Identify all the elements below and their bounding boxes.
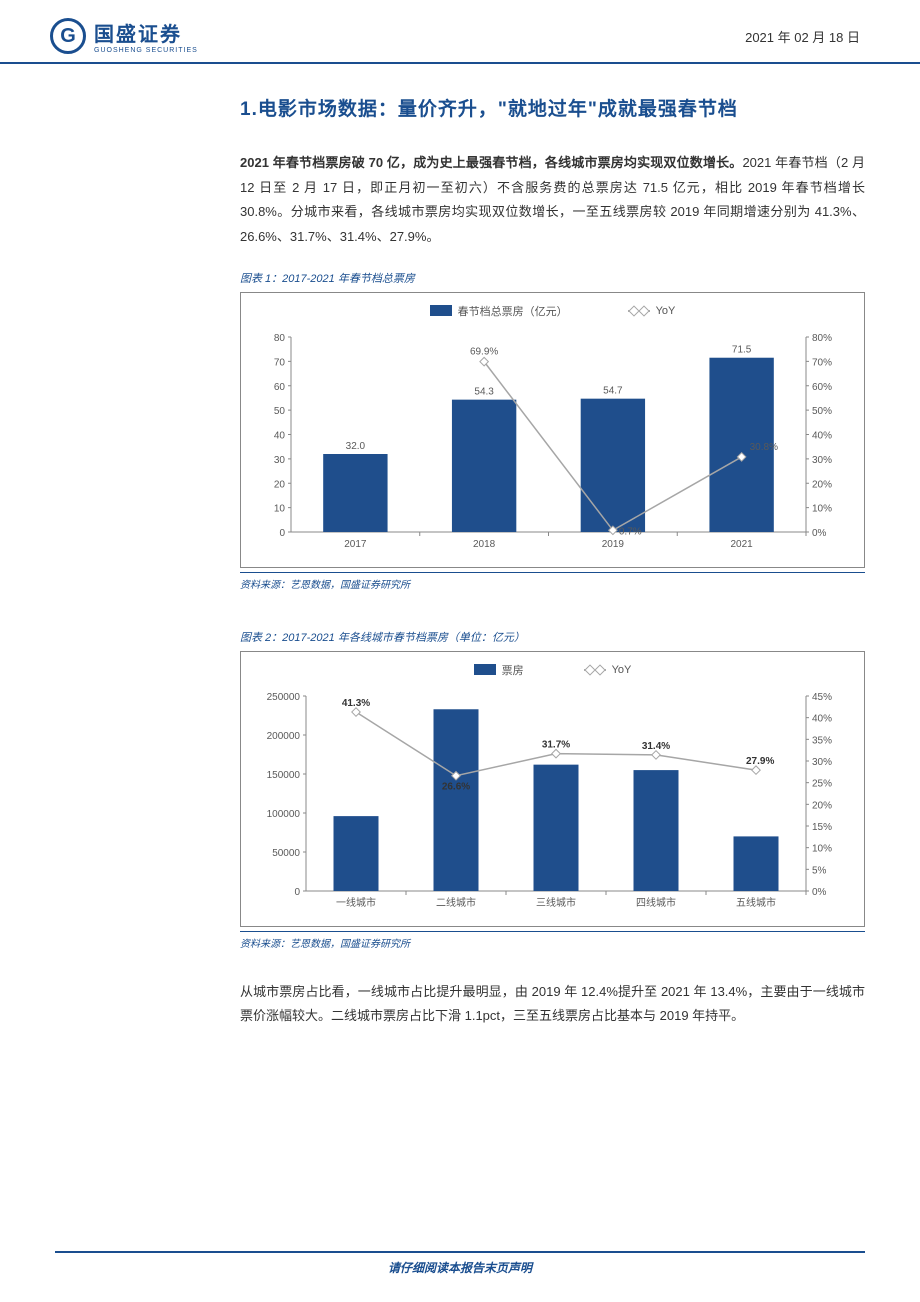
section-title: 1.电影市场数据：量价齐升，"就地过年"成就最强春节档 xyxy=(240,94,865,121)
svg-text:100000: 100000 xyxy=(267,809,301,820)
main-content: 1.电影市场数据：量价齐升，"就地过年"成就最强春节档 2021 年春节档票房破… xyxy=(0,64,920,1029)
svg-text:80%: 80% xyxy=(812,333,832,344)
company-name-en: GUOSHENG SECURITIES xyxy=(94,47,198,54)
svg-text:200000: 200000 xyxy=(267,731,301,742)
svg-text:2021: 2021 xyxy=(731,539,754,550)
svg-text:45%: 45% xyxy=(812,692,832,703)
svg-text:三线城市: 三线城市 xyxy=(536,896,576,909)
svg-text:20%: 20% xyxy=(812,800,832,811)
paragraph-2: 从城市票房占比看，一线城市占比提升最明显，由 2019 年 12.4%提升至 2… xyxy=(240,980,865,1029)
svg-text:31.4%: 31.4% xyxy=(642,741,670,752)
svg-text:32.0: 32.0 xyxy=(346,441,366,452)
svg-text:80: 80 xyxy=(274,333,286,344)
chart2-source: 资料来源：艺恩数据，国盛证券研究所 xyxy=(240,931,865,950)
paragraph-1: 2021 年春节档票房破 70 亿，成为史上最强春节档，各线城市票房均实现双位数… xyxy=(240,151,865,250)
footer-disclaimer: 请仔细阅读本报告末页声明 xyxy=(388,1261,532,1275)
svg-text:69.9%: 69.9% xyxy=(470,346,498,357)
page-footer: 请仔细阅读本报告末页声明 xyxy=(0,1245,920,1277)
svg-text:26.6%: 26.6% xyxy=(442,781,470,792)
logo-icon: G xyxy=(50,18,86,54)
svg-text:40%: 40% xyxy=(812,430,832,441)
chart1-caption: 图表 1：2017-2021 年春节档总票房 xyxy=(240,270,865,286)
svg-text:0.7%: 0.7% xyxy=(619,526,642,537)
chart1-legend-bar: 春节档总票房（亿元） xyxy=(430,303,568,319)
svg-text:41.3%: 41.3% xyxy=(342,698,370,709)
report-date: 2021 年 02 月 18 日 xyxy=(745,27,860,46)
svg-text:27.9%: 27.9% xyxy=(746,756,774,767)
svg-text:0: 0 xyxy=(279,528,285,539)
svg-text:250000: 250000 xyxy=(267,692,301,703)
chart2-legend-bar: 票房 xyxy=(474,662,524,678)
chart2-legend-line: YoY xyxy=(584,662,632,678)
svg-text:0: 0 xyxy=(294,887,300,898)
chart2-caption: 图表 2：2017-2021 年各线城市春节档票房（单位：亿元） xyxy=(240,629,865,645)
svg-text:2018: 2018 xyxy=(473,539,496,550)
svg-text:54.3: 54.3 xyxy=(474,386,494,397)
svg-text:一线城市: 一线城市 xyxy=(336,896,376,909)
svg-text:50%: 50% xyxy=(812,406,832,417)
chart2-legend: 票房 YoY xyxy=(251,662,854,678)
svg-text:四线城市: 四线城市 xyxy=(636,896,676,909)
svg-text:0%: 0% xyxy=(812,887,827,898)
svg-text:31.7%: 31.7% xyxy=(542,739,570,750)
svg-text:70: 70 xyxy=(274,357,286,368)
svg-text:20: 20 xyxy=(274,479,286,490)
chart1-svg: 0 10 20 30 40 50 60 70 80 0% 10% 20% 30% 40% 50% 60% 70%… xyxy=(251,327,851,557)
svg-text:二线城市: 二线城市 xyxy=(436,896,476,909)
svg-text:10%: 10% xyxy=(812,503,832,514)
svg-text:50000: 50000 xyxy=(272,848,300,859)
svg-text:60: 60 xyxy=(274,382,286,393)
svg-text:150000: 150000 xyxy=(267,770,301,781)
svg-text:10: 10 xyxy=(274,503,286,514)
svg-text:10%: 10% xyxy=(812,843,832,854)
svg-text:0%: 0% xyxy=(812,528,827,539)
svg-text:20%: 20% xyxy=(812,479,832,490)
svg-text:54.7: 54.7 xyxy=(603,385,623,396)
svg-text:30: 30 xyxy=(274,455,286,466)
chart2-svg: 0 50000 100000 150000 200000 250000 0% 5% 10% 15%… xyxy=(251,686,851,916)
svg-text:70%: 70% xyxy=(812,357,832,368)
svg-text:五线城市: 五线城市 xyxy=(736,896,776,909)
chart1-container: 春节档总票房（亿元） YoY 0 10 20 30 40 50 60 70 80 0% 10% 20%… xyxy=(240,292,865,568)
svg-text:71.5: 71.5 xyxy=(732,344,752,355)
page-header: G 国盛证券 GUOSHENG SECURITIES 2021 年 02 月 1… xyxy=(0,0,920,64)
chart1-legend-line: YoY xyxy=(628,303,676,319)
svg-text:50: 50 xyxy=(274,406,286,417)
svg-text:30.8%: 30.8% xyxy=(750,442,778,453)
svg-text:30%: 30% xyxy=(812,757,832,768)
chart2-container: 票房 YoY 0 50000 100000 150000 200000 250000 0% 5… xyxy=(240,651,865,927)
svg-text:25%: 25% xyxy=(812,778,832,789)
company-name-cn: 国盛证券 xyxy=(94,18,198,47)
svg-text:15%: 15% xyxy=(812,822,832,833)
logo: G 国盛证券 GUOSHENG SECURITIES xyxy=(50,18,198,54)
svg-text:40: 40 xyxy=(274,430,286,441)
svg-text:2017: 2017 xyxy=(344,539,367,550)
chart1-source: 资料来源：艺恩数据，国盛证券研究所 xyxy=(240,572,865,591)
svg-text:5%: 5% xyxy=(812,865,827,876)
svg-text:35%: 35% xyxy=(812,735,832,746)
svg-text:40%: 40% xyxy=(812,713,832,724)
paragraph-1-bold: 2021 年春节档票房破 70 亿，成为史上最强春节档，各线城市票房均实现双位数… xyxy=(240,155,742,170)
svg-text:60%: 60% xyxy=(812,382,832,393)
svg-text:30%: 30% xyxy=(812,455,832,466)
svg-text:2019: 2019 xyxy=(602,539,625,550)
chart1-legend: 春节档总票房（亿元） YoY xyxy=(251,303,854,319)
